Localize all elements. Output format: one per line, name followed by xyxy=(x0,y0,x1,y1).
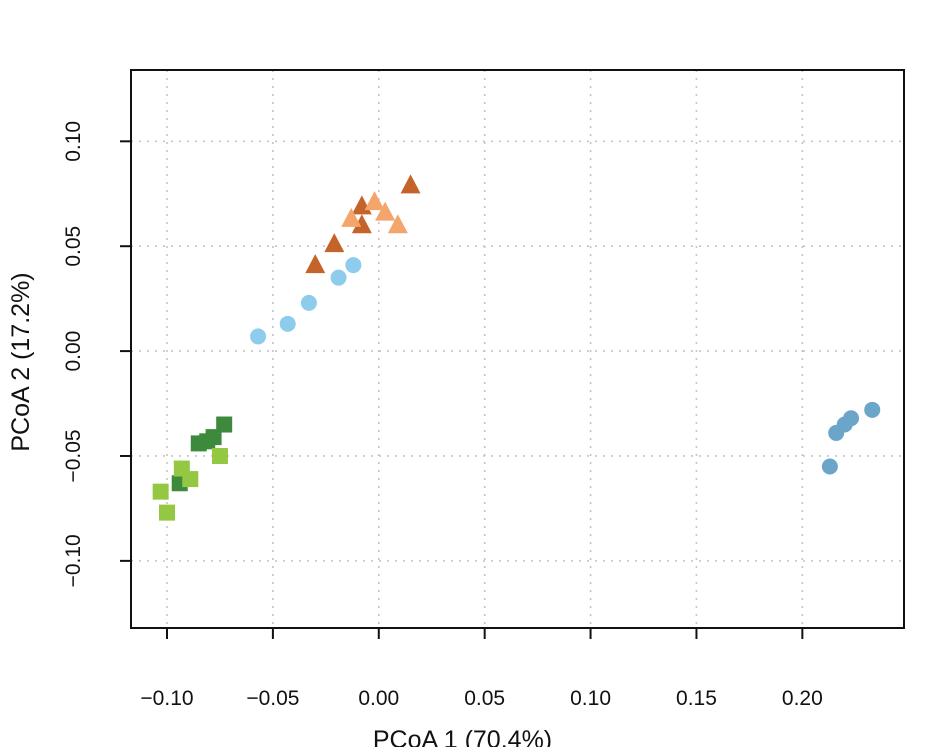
x-tick-label: 0.10 xyxy=(570,687,611,710)
data-point-square xyxy=(152,483,169,500)
x-tick-label: −0.10 xyxy=(140,687,193,710)
data-point-triangle xyxy=(364,191,385,211)
x-tick-label: 0.15 xyxy=(676,687,717,710)
x-axis: −0.10 −0.05 0.00 0.05 0.10 0.15 0.20 xyxy=(140,628,823,710)
y-tick-label: 0.00 xyxy=(62,331,85,372)
data-point-circle xyxy=(821,458,838,475)
data-point-square xyxy=(182,471,199,488)
x-tick-label: 0.05 xyxy=(464,687,505,710)
data-point-square xyxy=(159,504,176,521)
data-point-circle xyxy=(330,269,347,286)
data-point-triangle xyxy=(375,201,396,221)
data-point-square xyxy=(211,447,228,464)
x-tick-label: 0.20 xyxy=(782,687,823,710)
data-point-circle xyxy=(828,424,845,441)
data-point-circle xyxy=(864,401,881,418)
y-axis: −0.10 −0.05 0.00 0.05 0.10 xyxy=(62,121,131,587)
data-point-triangle xyxy=(341,207,362,227)
data-point-circle xyxy=(279,315,296,332)
x-tick-label: −0.05 xyxy=(246,687,299,710)
y-axis-title: PCoA 2 (17.2%) xyxy=(7,272,35,451)
data-point-circle xyxy=(300,294,317,311)
plot-frame xyxy=(130,69,905,629)
data-point-triangle xyxy=(351,214,372,234)
y-tick-label: −0.10 xyxy=(62,534,85,587)
data-point-circle xyxy=(250,328,267,345)
y-tick-label: −0.05 xyxy=(62,429,85,482)
data-point-square xyxy=(216,416,233,433)
data-point-triangle xyxy=(400,174,421,194)
x-axis-title: PCoA 1 (70.4%) xyxy=(373,726,552,747)
data-point-triangle xyxy=(324,233,345,253)
data-point-square xyxy=(190,435,207,452)
grid-lines xyxy=(131,70,904,628)
data-point-triangle xyxy=(305,254,326,274)
y-tick-label: 0.10 xyxy=(62,121,85,162)
y-tick-label: 0.05 xyxy=(62,226,85,267)
data-point-circle xyxy=(345,257,362,274)
data-points xyxy=(152,174,881,521)
data-point-triangle xyxy=(387,214,408,234)
x-tick-label: 0.00 xyxy=(358,687,399,710)
